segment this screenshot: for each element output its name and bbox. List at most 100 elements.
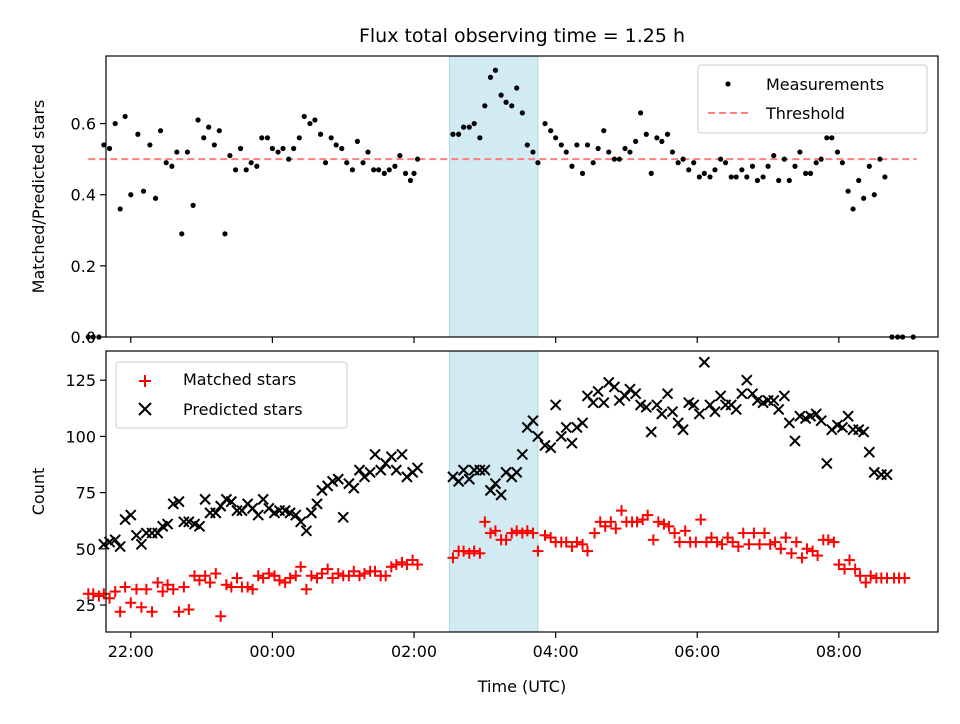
matched-star-point	[173, 606, 185, 618]
top-y-axis-label: Matched/Predicted stars	[29, 100, 48, 294]
matched-star-point	[865, 570, 877, 582]
measurement-point	[460, 124, 467, 130]
matched-star-point	[305, 570, 317, 582]
measurement-point	[301, 113, 307, 120]
top-legend-box	[697, 64, 928, 134]
predicted-star-point	[225, 495, 238, 508]
measurement-point	[850, 206, 856, 212]
matched-star-point	[669, 527, 681, 539]
measurement-point	[765, 163, 771, 169]
matched-star-point	[332, 568, 344, 580]
measurement-point	[381, 170, 387, 176]
matched-star-point	[87, 588, 99, 600]
matched-star-point	[642, 509, 654, 521]
measurement-point	[376, 167, 382, 173]
matched-star-point	[516, 527, 528, 539]
measurement-point	[686, 167, 692, 173]
matched-star-point	[284, 572, 296, 584]
matched-star-point	[247, 583, 259, 595]
measurement-point	[259, 135, 265, 141]
measurement-point	[237, 145, 244, 152]
predicted-star-point	[666, 405, 679, 418]
measurement-point	[691, 160, 697, 166]
measurement-point	[728, 174, 734, 180]
matched-star-point	[204, 577, 216, 589]
measurement-point	[882, 174, 888, 180]
y-tick-label: 0.2	[71, 257, 96, 276]
predicted-star-point	[375, 464, 387, 476]
predicted-star-point	[560, 421, 572, 434]
legend-predicted-label: Predicted stars	[183, 400, 303, 419]
measurement-point	[456, 131, 462, 137]
matched-star-point	[210, 568, 222, 580]
predicted-star-point	[484, 484, 497, 497]
measurement-point	[85, 334, 91, 340]
predicted-star-point	[532, 430, 544, 443]
predicted-star-point	[688, 399, 700, 411]
matched-star-point	[849, 563, 861, 575]
predicted-star-point	[778, 390, 791, 402]
matched-star-point	[754, 538, 766, 550]
matched-star-point	[484, 527, 496, 539]
predicted-star-point	[592, 385, 604, 398]
matched-star-point	[785, 547, 797, 559]
predicted-star-point	[161, 518, 174, 530]
measurement-point	[818, 156, 824, 162]
measurement-point	[135, 131, 141, 137]
measurement-point	[392, 163, 398, 169]
measurement-point	[542, 120, 548, 127]
measurement-point	[802, 170, 809, 176]
matched-star-point	[833, 559, 845, 571]
measurement-point	[269, 145, 275, 152]
measurement-point	[328, 135, 334, 141]
predicted-star-point	[741, 374, 753, 386]
measurement-point	[206, 124, 212, 130]
predicted-star-point	[290, 509, 302, 521]
measurement-point	[643, 131, 649, 137]
measurement-point	[675, 160, 681, 166]
matched-star-point	[801, 543, 813, 555]
measurement-point	[558, 142, 564, 148]
predicted-star-point	[698, 356, 711, 368]
y-tick-label: 100	[65, 427, 96, 446]
y-tick-label: 0.6	[71, 115, 96, 134]
measurement-point	[514, 85, 520, 91]
predicted-star-point	[130, 529, 143, 542]
matched-star-point	[327, 572, 339, 584]
measurement-point	[157, 128, 164, 134]
predicted-star-point	[527, 414, 539, 427]
matched-star-point	[98, 588, 110, 600]
predicted-star-point	[193, 520, 206, 533]
matched-star-point	[152, 577, 164, 589]
measurement-point	[402, 170, 409, 176]
measurement-point	[824, 135, 830, 141]
matched-star-point	[674, 536, 686, 548]
predicted-star-point	[677, 423, 689, 436]
predicted-star-point	[714, 390, 727, 402]
matched-star-point	[581, 545, 593, 557]
measurement-point	[96, 334, 102, 340]
measurement-point	[101, 142, 107, 148]
matched-star-point	[369, 565, 381, 577]
bottom-panel: 25 50 75 100 125 22:00 00:00 02:00 04:00 06:00 08…	[29, 350, 939, 696]
matched-star-point	[183, 604, 195, 616]
predicted-star-point	[576, 417, 589, 429]
matched-star-point	[780, 532, 792, 544]
matched-star-point	[839, 563, 851, 575]
matched-star-point	[899, 572, 911, 584]
predicted-star-point	[693, 408, 706, 420]
measurement-point	[669, 149, 676, 155]
measurement-point	[877, 156, 883, 162]
matched-star-point	[521, 525, 533, 537]
matched-star-point	[610, 523, 622, 535]
measurement-point	[553, 135, 559, 141]
matched-star-point	[474, 547, 486, 559]
bottom-legend: Matched stars Predicted stars	[115, 361, 348, 429]
x-axis-label: Time (UTC)	[477, 677, 566, 696]
predicted-star-point	[385, 450, 398, 463]
matched-star-point	[273, 574, 285, 586]
matched-star-point	[560, 536, 572, 548]
matched-star-point	[479, 516, 491, 528]
measurement-point	[701, 170, 707, 176]
predicted-star-point	[390, 464, 403, 476]
